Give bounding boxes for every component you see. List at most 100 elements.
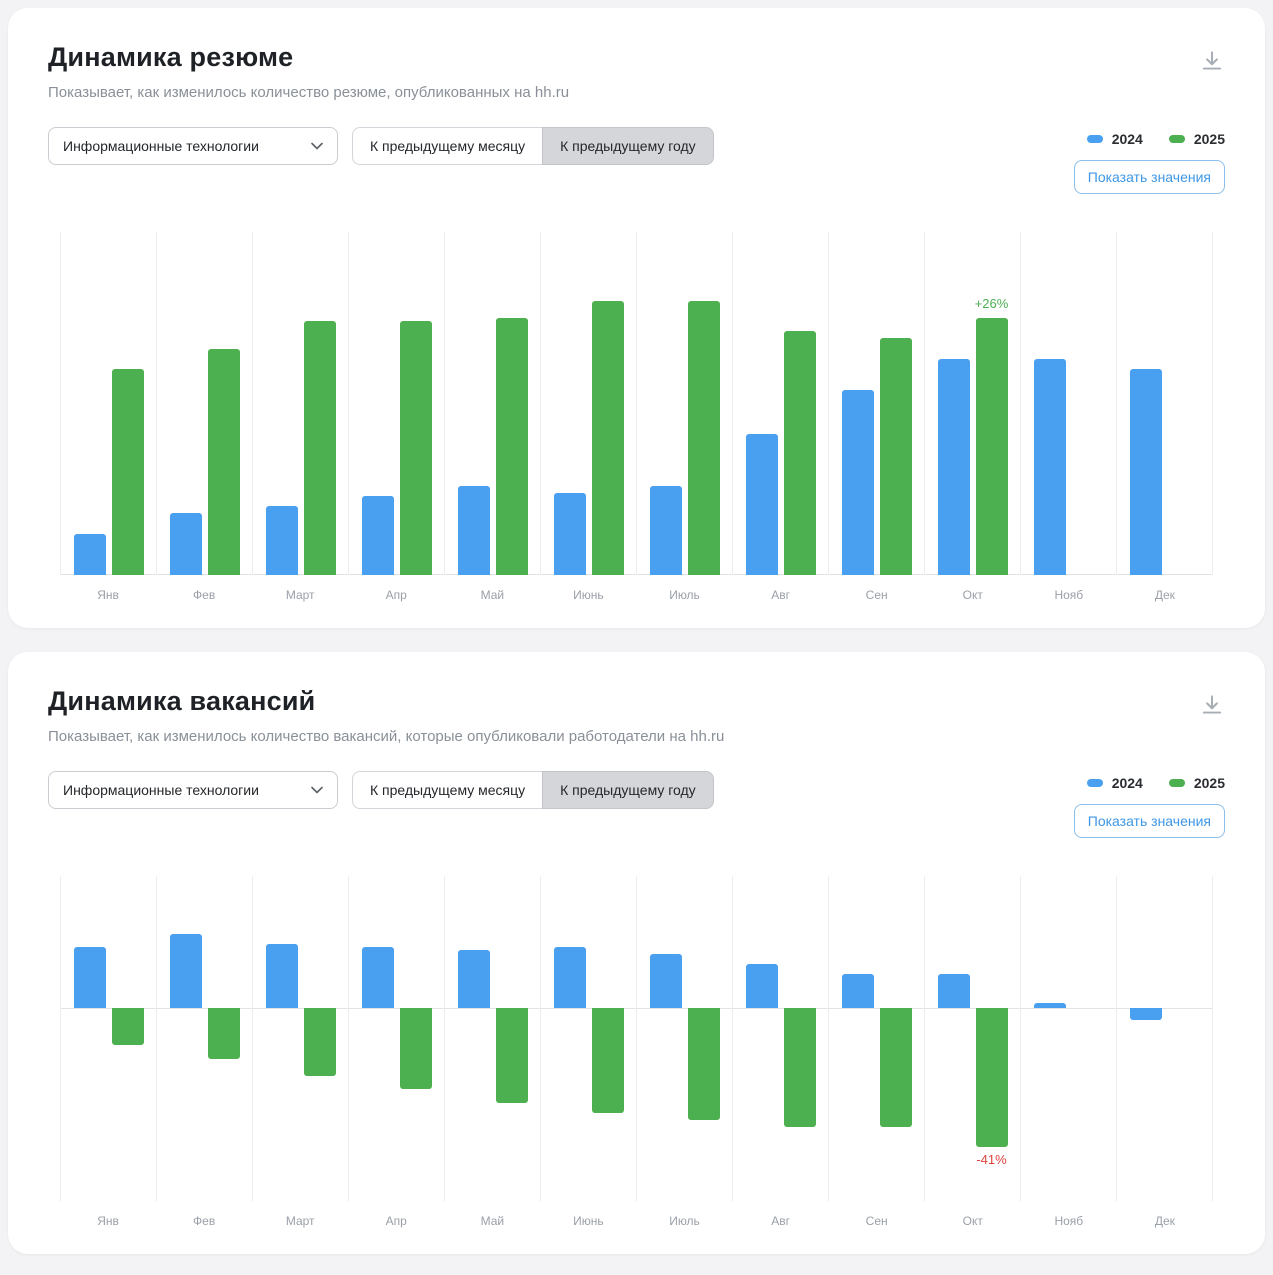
month-column: +26% [924, 232, 1020, 575]
card-title: Динамика вакансий [48, 686, 316, 716]
legend-swatch-2024 [1086, 779, 1103, 787]
bar-2025[interactable] [783, 331, 816, 575]
x-axis-label: Сен [865, 588, 888, 602]
x-axis-label: Сен [865, 1214, 888, 1228]
bar-2024[interactable] [1129, 369, 1162, 575]
bar-2025[interactable] [879, 338, 912, 575]
bar-2025[interactable] [879, 1008, 912, 1127]
bar-2025[interactable] [975, 317, 1008, 575]
industry-select-value: Информационные технологии [63, 782, 259, 798]
bar-2025[interactable] [111, 369, 144, 575]
bar-2025[interactable] [495, 1008, 528, 1103]
month-column [156, 876, 252, 1201]
month-column [540, 232, 636, 575]
bar-2024[interactable] [841, 389, 874, 575]
x-axis-label: Дек [1154, 588, 1175, 602]
x-axis-label: Май [480, 1214, 505, 1228]
month-column [444, 876, 540, 1201]
bar-2024[interactable] [841, 974, 874, 1009]
bar-2024[interactable] [265, 943, 298, 1009]
industry-select[interactable]: Информационные технологии [48, 127, 338, 165]
month-column [732, 876, 828, 1201]
x-axis-label: Март [285, 1214, 315, 1228]
bar-2025[interactable] [687, 1008, 720, 1120]
bar-2025[interactable] [591, 300, 624, 575]
month-column [636, 876, 732, 1201]
download-icon[interactable] [1199, 48, 1225, 74]
bar-2024[interactable] [169, 933, 202, 1009]
legend-swatch-2024 [1086, 135, 1103, 143]
x-axis-label: Авг [771, 588, 790, 602]
bar-2024[interactable] [457, 485, 490, 575]
bar-2025[interactable] [303, 1008, 336, 1076]
month-column [444, 232, 540, 575]
month-column [60, 232, 156, 575]
toggle-prev-year[interactable]: К предыдущему году [542, 127, 714, 165]
x-axis-label: Дек [1154, 1214, 1175, 1228]
bar-2024[interactable] [1129, 1008, 1162, 1020]
month-column [828, 876, 924, 1201]
comparison-toggle: К предыдущему месяцу К предыдущему году [352, 771, 714, 809]
download-icon[interactable] [1199, 692, 1225, 718]
show-values-button[interactable]: Показать значения [1073, 160, 1225, 194]
month-column [348, 876, 444, 1201]
change-annotation: +26% [974, 295, 1009, 311]
bar-2024[interactable] [745, 434, 778, 575]
toggle-prev-month[interactable]: К предыдущему месяцу [352, 771, 543, 809]
bar-2024[interactable] [361, 496, 394, 575]
resume-dynamics-card: Динамика резюме Показывает, как изменило… [8, 8, 1265, 628]
bar-2025[interactable] [111, 1008, 144, 1046]
bar-2025[interactable] [687, 300, 720, 575]
bar-2024[interactable] [169, 513, 202, 575]
industry-select[interactable]: Информационные технологии [48, 771, 338, 809]
bar-2024[interactable] [457, 950, 490, 1009]
industry-select-value: Информационные технологии [63, 138, 259, 154]
bar-2024[interactable] [1033, 358, 1066, 575]
resume-plot-area: +26% [60, 232, 1213, 575]
x-axis-label: Июль [669, 588, 700, 602]
chart-legend: 2024 2025 [1061, 131, 1225, 147]
bar-2024[interactable] [361, 947, 394, 1009]
vacancy-x-axis: Янв Фев Март Апр Май Июнь Июль Авг Сен Окт Нояб Дек [60, 1214, 1213, 1228]
bar-2025[interactable] [207, 348, 240, 575]
bar-2024[interactable] [649, 953, 682, 1009]
chart-legend: 2024 2025 [1061, 775, 1225, 791]
legend-swatch-2025 [1168, 135, 1185, 143]
chevron-down-icon [311, 786, 323, 794]
bar-2025[interactable] [975, 1008, 1008, 1147]
x-axis-label: Янв [97, 1214, 119, 1228]
bar-2025[interactable] [495, 317, 528, 575]
month-column [732, 232, 828, 575]
bar-2024[interactable] [553, 947, 586, 1009]
bar-2024[interactable] [73, 947, 106, 1009]
month-column [1116, 876, 1213, 1201]
bar-2024[interactable] [553, 492, 586, 575]
x-axis-label: Фев [193, 588, 216, 602]
bar-2024[interactable] [937, 358, 970, 575]
bar-2025[interactable] [591, 1008, 624, 1113]
bar-2024[interactable] [265, 506, 298, 575]
vacancy-bar-chart: -41% Янв Фев Март Апр Май Июнь Июль Авг Сен Окт Но… [48, 876, 1225, 1228]
comparison-toggle: К предыдущему месяцу К предыдущему году [352, 127, 714, 165]
bar-2024[interactable] [649, 485, 682, 575]
vacancy-dynamics-card: Динамика вакансий Показывает, как измени… [8, 652, 1265, 1254]
show-values-button[interactable]: Показать значения [1073, 804, 1225, 838]
toggle-prev-month[interactable]: К предыдущему месяцу [352, 127, 543, 165]
bar-2025[interactable] [303, 321, 336, 575]
bar-2025[interactable] [207, 1008, 240, 1059]
bar-2024[interactable] [937, 974, 970, 1009]
bar-2025[interactable] [399, 321, 432, 575]
x-axis-label: Нояб [1054, 588, 1084, 602]
bar-2025[interactable] [399, 1008, 432, 1090]
month-column [1116, 232, 1213, 575]
legend-swatch-2025 [1168, 779, 1185, 787]
toggle-prev-year[interactable]: К предыдущему году [542, 771, 714, 809]
bar-2024[interactable] [1033, 1002, 1066, 1009]
month-column: -41% [924, 876, 1020, 1201]
bar-2025[interactable] [783, 1008, 816, 1127]
bar-2024[interactable] [73, 533, 106, 575]
x-axis-label: Апр [385, 588, 407, 602]
x-axis-label: Окт [962, 1214, 983, 1228]
legend-item-2025: 2025 [1168, 775, 1225, 791]
bar-2024[interactable] [745, 964, 778, 1009]
